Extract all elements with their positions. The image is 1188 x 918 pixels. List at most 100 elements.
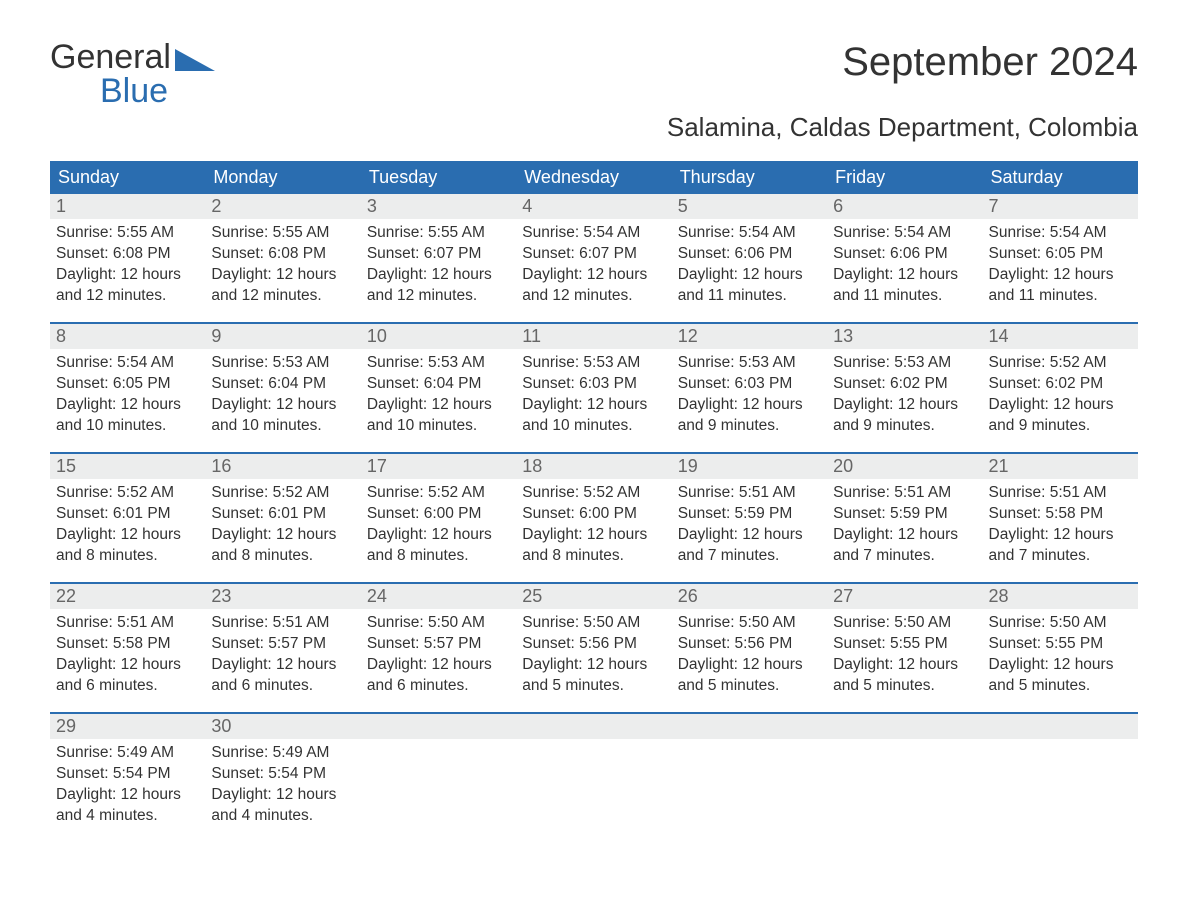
sunset-text: Sunset: 5:54 PM (211, 764, 354, 785)
sunset-text: Sunset: 6:05 PM (56, 374, 199, 395)
daylight-text-2: and 11 minutes. (678, 286, 821, 307)
calendar-day-cell: 28Sunrise: 5:50 AMSunset: 5:55 PMDayligh… (983, 584, 1138, 712)
day-number: 24 (361, 584, 516, 609)
daylight-text-1: Daylight: 12 hours (833, 525, 976, 546)
brand-name-part1: General (50, 40, 171, 74)
sunset-text: Sunset: 6:04 PM (367, 374, 510, 395)
day-number: 4 (516, 194, 671, 219)
daylight-text-1: Daylight: 12 hours (989, 265, 1132, 286)
calendar-day-cell: 22Sunrise: 5:51 AMSunset: 5:58 PMDayligh… (50, 584, 205, 712)
day-number: 10 (361, 324, 516, 349)
daylight-text-2: and 10 minutes. (211, 416, 354, 437)
day-body: Sunrise: 5:51 AMSunset: 5:58 PMDaylight:… (50, 609, 205, 707)
sunset-text: Sunset: 6:02 PM (989, 374, 1132, 395)
sunset-text: Sunset: 5:55 PM (833, 634, 976, 655)
calendar-day-cell (672, 714, 827, 842)
brand-triangle-icon (175, 49, 215, 71)
page-title: September 2024 (842, 40, 1138, 85)
daylight-text-2: and 6 minutes. (367, 676, 510, 697)
calendar-day-cell: 6 Sunrise: 5:54 AMSunset: 6:06 PMDaylight… (827, 194, 982, 322)
sunset-text: Sunset: 6:05 PM (989, 244, 1132, 265)
day-number (516, 714, 671, 739)
sunset-text: Sunset: 6:07 PM (367, 244, 510, 265)
daylight-text-2: and 10 minutes. (56, 416, 199, 437)
sunrise-text: Sunrise: 5:51 AM (833, 483, 976, 504)
calendar-day-cell: 19Sunrise: 5:51 AMSunset: 5:59 PMDayligh… (672, 454, 827, 582)
day-header-tuesday: Tuesday (361, 161, 516, 194)
daylight-text-1: Daylight: 12 hours (989, 395, 1132, 416)
day-body: Sunrise: 5:52 AMSunset: 6:01 PMDaylight:… (205, 479, 360, 577)
day-body: Sunrise: 5:53 AMSunset: 6:04 PMDaylight:… (361, 349, 516, 447)
day-number: 28 (983, 584, 1138, 609)
sunset-text: Sunset: 6:02 PM (833, 374, 976, 395)
sunset-text: Sunset: 6:03 PM (522, 374, 665, 395)
day-number: 17 (361, 454, 516, 479)
day-body (827, 739, 982, 753)
daylight-text-1: Daylight: 12 hours (833, 395, 976, 416)
sunrise-text: Sunrise: 5:51 AM (56, 613, 199, 634)
day-body: Sunrise: 5:54 AMSunset: 6:05 PMDaylight:… (983, 219, 1138, 317)
daylight-text-1: Daylight: 12 hours (522, 265, 665, 286)
day-body: Sunrise: 5:50 AMSunset: 5:55 PMDaylight:… (827, 609, 982, 707)
calendar-day-cell: 7Sunrise: 5:54 AMSunset: 6:05 PMDaylight… (983, 194, 1138, 322)
sunrise-text: Sunrise: 5:54 AM (989, 223, 1132, 244)
calendar: Sunday Monday Tuesday Wednesday Thursday… (50, 161, 1138, 842)
sunset-text: Sunset: 6:06 PM (833, 244, 976, 265)
day-body: Sunrise: 5:54 AMSunset: 6:07 PMDaylight:… (516, 219, 671, 317)
sunset-text: Sunset: 6:08 PM (56, 244, 199, 265)
sunrise-text: Sunrise: 5:50 AM (989, 613, 1132, 634)
sunrise-text: Sunrise: 5:54 AM (833, 223, 976, 244)
calendar-day-cell (516, 714, 671, 842)
sunset-text: Sunset: 5:57 PM (211, 634, 354, 655)
daylight-text-2: and 8 minutes. (211, 546, 354, 567)
daylight-text-1: Daylight: 12 hours (211, 785, 354, 806)
day-number: 7 (983, 194, 1138, 219)
daylight-text-2: and 11 minutes. (989, 286, 1132, 307)
day-number: 2 (205, 194, 360, 219)
daylight-text-2: and 7 minutes. (833, 546, 976, 567)
sunset-text: Sunset: 6:04 PM (211, 374, 354, 395)
sunset-text: Sunset: 5:58 PM (56, 634, 199, 655)
sunrise-text: Sunrise: 5:52 AM (989, 353, 1132, 374)
day-number (672, 714, 827, 739)
sunset-text: Sunset: 6:01 PM (56, 504, 199, 525)
day-number: 6 (827, 194, 982, 219)
sunrise-text: Sunrise: 5:51 AM (989, 483, 1132, 504)
sunrise-text: Sunrise: 5:53 AM (833, 353, 976, 374)
daylight-text-1: Daylight: 12 hours (522, 395, 665, 416)
daylight-text-2: and 6 minutes. (211, 676, 354, 697)
day-body: Sunrise: 5:51 AMSunset: 5:57 PMDaylight:… (205, 609, 360, 707)
calendar-day-cell (361, 714, 516, 842)
day-body: Sunrise: 5:54 AMSunset: 6:06 PMDaylight:… (672, 219, 827, 317)
daylight-text-2: and 9 minutes. (989, 416, 1132, 437)
sunset-text: Sunset: 6:06 PM (678, 244, 821, 265)
day-header-row: Sunday Monday Tuesday Wednesday Thursday… (50, 161, 1138, 194)
calendar-day-cell: 23Sunrise: 5:51 AMSunset: 5:57 PMDayligh… (205, 584, 360, 712)
sunrise-text: Sunrise: 5:54 AM (522, 223, 665, 244)
day-header-monday: Monday (205, 161, 360, 194)
day-body: Sunrise: 5:50 AMSunset: 5:57 PMDaylight:… (361, 609, 516, 707)
daylight-text-1: Daylight: 12 hours (367, 525, 510, 546)
day-number: 9 (205, 324, 360, 349)
sunrise-text: Sunrise: 5:52 AM (211, 483, 354, 504)
daylight-text-1: Daylight: 12 hours (678, 395, 821, 416)
sunrise-text: Sunrise: 5:55 AM (367, 223, 510, 244)
sunset-text: Sunset: 5:56 PM (522, 634, 665, 655)
calendar-day-cell: 1Sunrise: 5:55 AMSunset: 6:08 PMDaylight… (50, 194, 205, 322)
daylight-text-2: and 12 minutes. (211, 286, 354, 307)
day-number: 21 (983, 454, 1138, 479)
calendar-day-cell: 30Sunrise: 5:49 AMSunset: 5:54 PMDayligh… (205, 714, 360, 842)
calendar-day-cell: 26Sunrise: 5:50 AMSunset: 5:56 PMDayligh… (672, 584, 827, 712)
daylight-text-1: Daylight: 12 hours (833, 265, 976, 286)
day-body: Sunrise: 5:49 AMSunset: 5:54 PMDaylight:… (50, 739, 205, 837)
calendar-week: 1Sunrise: 5:55 AMSunset: 6:08 PMDaylight… (50, 194, 1138, 322)
sunrise-text: Sunrise: 5:52 AM (56, 483, 199, 504)
calendar-week: 15Sunrise: 5:52 AMSunset: 6:01 PMDayligh… (50, 452, 1138, 582)
calendar-day-cell: 8Sunrise: 5:54 AMSunset: 6:05 PMDaylight… (50, 324, 205, 452)
daylight-text-2: and 5 minutes. (989, 676, 1132, 697)
daylight-text-2: and 10 minutes. (367, 416, 510, 437)
daylight-text-1: Daylight: 12 hours (56, 785, 199, 806)
calendar-day-cell: 18Sunrise: 5:52 AMSunset: 6:00 PMDayligh… (516, 454, 671, 582)
daylight-text-2: and 12 minutes. (522, 286, 665, 307)
daylight-text-2: and 12 minutes. (56, 286, 199, 307)
